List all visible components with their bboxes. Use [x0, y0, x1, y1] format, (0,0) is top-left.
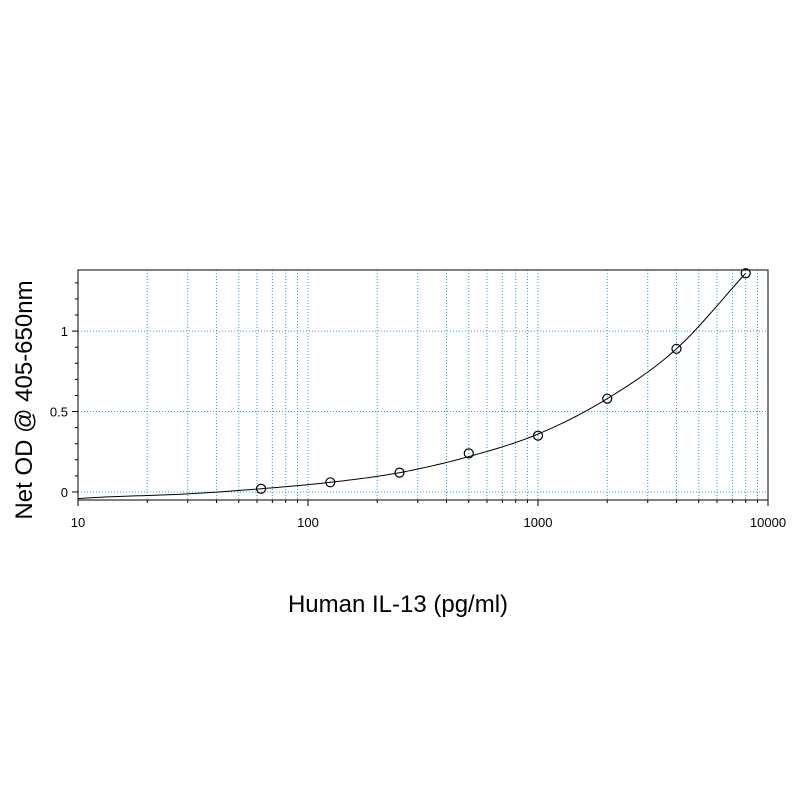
- data-point: [394, 467, 405, 478]
- grid-major: [78, 270, 768, 500]
- plot-frame: [77, 269, 769, 501]
- fit-curve: [77, 272, 747, 500]
- data-point: [325, 477, 336, 488]
- x-tick-label: 100: [297, 515, 319, 530]
- grid-minor: [146, 270, 758, 500]
- data-point: [463, 448, 474, 459]
- data-point: [255, 483, 267, 494]
- y-tick-label: 0: [61, 485, 68, 500]
- y-tick-label: 1: [61, 324, 68, 339]
- x-tick-label: 10000: [750, 515, 786, 530]
- data-point: [671, 343, 682, 354]
- x-axis-title: Human IL-13 (pg/ml): [288, 591, 508, 618]
- x-tick-label: 1000: [524, 515, 553, 530]
- data-point: [532, 430, 544, 441]
- data-point: [602, 393, 613, 404]
- y-tick-label: 0.5: [50, 405, 68, 420]
- y-axis-title: Net OD @ 405-650nm: [11, 280, 38, 519]
- x-tick-label: 10: [71, 515, 85, 530]
- data-point: [740, 268, 751, 279]
- x-ticks: 10 100 1000 10000: [71, 500, 786, 530]
- data-points: [255, 268, 751, 494]
- y-ticks: 00.51: [50, 282, 78, 500]
